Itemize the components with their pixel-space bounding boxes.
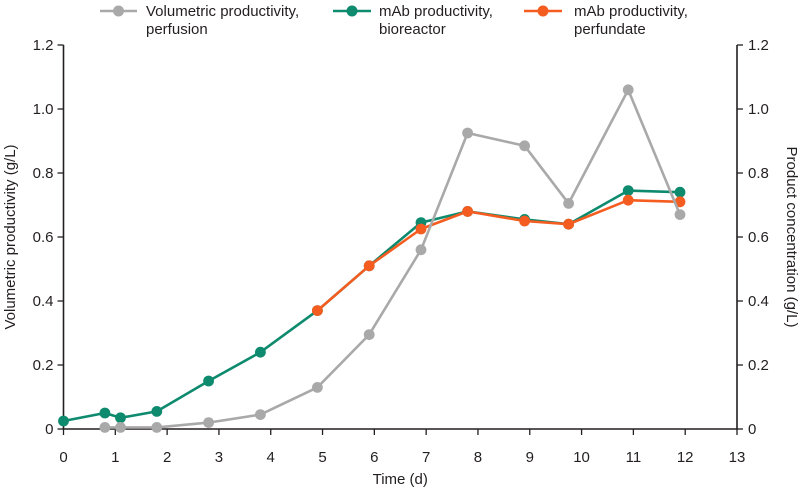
y-tick-label-left: 1.0: [33, 101, 54, 118]
series-marker-volumetric-productivity-perfusion: [519, 140, 530, 152]
series-marker-volumetric-productivity-perfusion: [462, 127, 473, 139]
series-marker-volumetric-productivity-perfusion: [115, 422, 126, 433]
legend-item-volumetric-productivity-perfusion: Volumetric productivity,perfusion: [100, 3, 299, 38]
x-tick-label: 3: [215, 449, 223, 466]
series-marker-mab-productivity-perfundate: [363, 260, 375, 272]
x-tick-label: 7: [422, 449, 430, 466]
x-tick-label: 0: [59, 449, 67, 466]
series-marker-mab-productivity-perfundate: [462, 206, 473, 217]
y-tick-label-right: 0: [748, 421, 756, 438]
series-marker-volumetric-productivity-perfusion: [415, 244, 427, 256]
series-marker-mab-productivity-bioreactor: [99, 407, 111, 419]
series-marker-mab-productivity-bioreactor: [622, 185, 634, 197]
series-marker-mab-productivity-perfundate: [622, 194, 634, 206]
series-marker-mab-productivity-bioreactor: [674, 186, 686, 198]
y-tick-label-right: 0.8: [748, 165, 769, 182]
series-line-mab-productivity-bioreactor: [62, 189, 682, 423]
series-marker-mab-productivity-bioreactor: [255, 346, 266, 358]
legend-label: Volumetric productivity,: [146, 3, 299, 20]
x-tick-label: 4: [267, 449, 275, 466]
y-tick-label-left: 0.4: [33, 293, 54, 310]
series-marker-volumetric-productivity-perfusion: [563, 198, 574, 209]
series-marker-volumetric-productivity-perfusion: [363, 329, 375, 340]
y-tick-label-left: 0.2: [33, 357, 54, 374]
series-marker-volumetric-productivity-perfusion: [674, 209, 686, 221]
x-axis-title: Time (d): [373, 471, 428, 488]
series-marker-mab-productivity-perfundate: [563, 218, 574, 230]
series-marker-volumetric-productivity-perfusion: [151, 422, 163, 433]
y-tick-label-left: 0.8: [33, 165, 54, 182]
y-tick-label-right: 1.2: [748, 37, 769, 54]
series-marker-volumetric-productivity-perfusion: [99, 422, 111, 433]
series-marker-mab-productivity-perfundate: [415, 223, 427, 235]
series-marker-mab-productivity-bioreactor: [203, 375, 215, 387]
series-marker-mab-productivity-bioreactor: [58, 415, 69, 427]
series-marker-mab-productivity-bioreactor: [151, 406, 163, 417]
y-tick-label-left: 0.6: [33, 229, 54, 246]
legend-label: bioreactor: [379, 21, 446, 38]
legend-marker: [113, 5, 124, 17]
series-marker-mab-productivity-bioreactor: [115, 412, 126, 424]
legend-label: perfusion: [146, 21, 208, 38]
series-marker-mab-productivity-perfundate: [519, 215, 530, 227]
y-tick-label-right: 0.6: [748, 229, 769, 246]
x-tick-label: 5: [318, 449, 326, 466]
legend-item-mab-productivity-perfundate: mAb productivity,perfundate: [524, 3, 688, 38]
series-marker-mab-productivity-perfundate: [674, 196, 686, 208]
y-axis-title-left: Volumetric productivity (g/L): [2, 144, 19, 329]
x-tick-label: 1: [111, 449, 119, 466]
series-marker-mab-productivity-perfundate: [312, 305, 323, 316]
legend-item-mab-productivity-bioreactor: mAb productivity,bioreactor: [333, 3, 493, 38]
y-axis-title-right: Product concentration (g/L): [783, 147, 800, 328]
y-tick-label-left: 1.2: [33, 37, 54, 54]
x-tick-label: 9: [526, 449, 534, 466]
legend-label: mAb productivity,: [574, 3, 688, 20]
x-tick-label: 10: [573, 449, 590, 466]
legend-marker: [537, 5, 549, 17]
series-marker-volumetric-productivity-perfusion: [203, 417, 215, 428]
series-marker-volumetric-productivity-perfusion: [312, 382, 323, 393]
legend-label: mAb productivity,: [379, 3, 493, 20]
y-tick-label-right: 0.4: [748, 293, 769, 310]
series-line-mab-productivity-perfundate: [316, 198, 682, 312]
series-marker-volumetric-productivity-perfusion: [622, 84, 634, 96]
y-tick-label-right: 0.2: [748, 357, 769, 374]
x-tick-label: 6: [370, 449, 378, 466]
x-tick-label: 11: [626, 449, 642, 466]
x-tick-label: 8: [474, 449, 482, 466]
legend-label: perfundate: [574, 21, 646, 38]
x-tick-label: 2: [163, 449, 171, 466]
x-tick-label: 12: [677, 449, 694, 466]
y-tick-label-right: 1.0: [748, 101, 769, 118]
series-marker-volumetric-productivity-perfusion: [255, 409, 266, 420]
y-tick-label-left: 0: [45, 421, 53, 438]
x-tick-label: 13: [729, 449, 746, 466]
legend-marker: [346, 5, 358, 17]
series-line-volumetric-productivity-perfusion: [103, 88, 682, 429]
